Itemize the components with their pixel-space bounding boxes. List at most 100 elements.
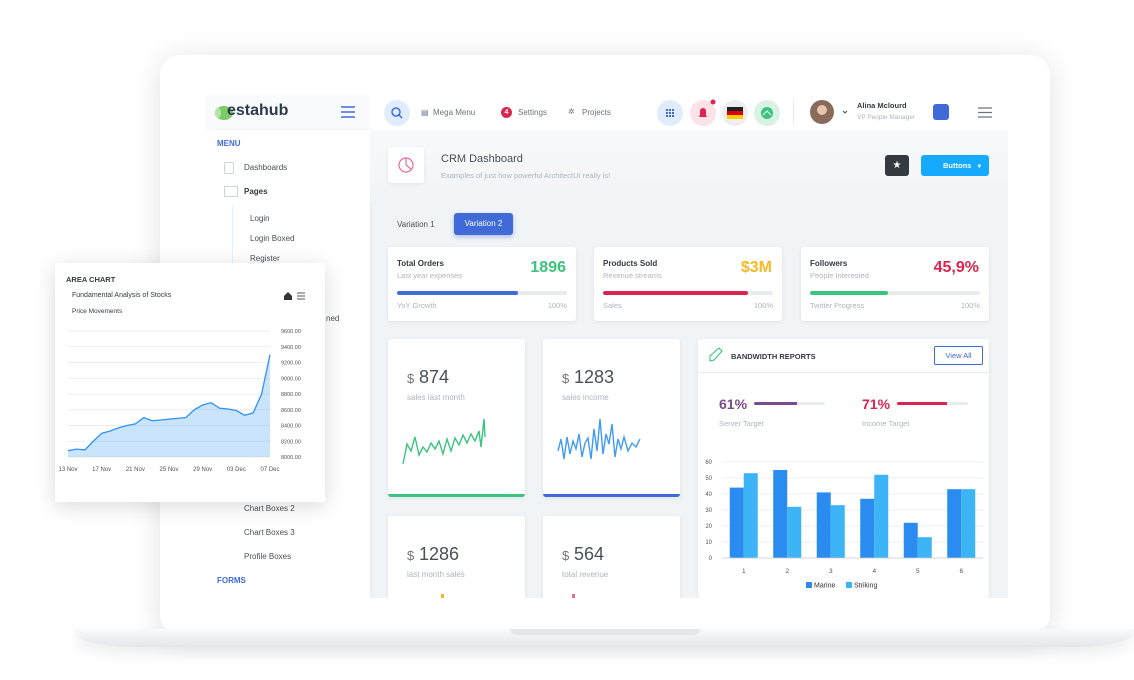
nav-subitem[interactable]: Login bbox=[250, 214, 270, 223]
projects[interactable]: Projects bbox=[582, 108, 611, 117]
tab-active[interactable]: Variation 2 bbox=[454, 213, 513, 235]
target-track bbox=[754, 402, 825, 405]
mini-card: $ 1283 sales income bbox=[543, 339, 680, 497]
nav-subitem[interactable]: Login Boxed bbox=[250, 234, 295, 243]
progress-fill bbox=[810, 291, 889, 295]
tab[interactable]: Variation 1 bbox=[397, 220, 435, 229]
nav-subitem[interactable]: ned bbox=[326, 314, 340, 323]
nav-item[interactable]: Chart Boxes 3 bbox=[244, 528, 295, 537]
x-tick-label: 29 Nov bbox=[193, 467, 212, 473]
mini-card: $ 1286 last month sales bbox=[388, 516, 525, 598]
bar bbox=[816, 492, 831, 558]
sparkline bbox=[572, 594, 575, 598]
logo-mark bbox=[215, 106, 233, 120]
buttons-dropdown[interactable]: Buttons ▼ bbox=[921, 155, 989, 176]
search-button[interactable] bbox=[383, 99, 411, 127]
bar bbox=[729, 487, 744, 558]
page-title: CRM Dashboard bbox=[441, 153, 523, 165]
bar-chart: 0 10 20 30 40 50 60 1 2 3 4 5 6 Marine Striking bbox=[705, 460, 983, 590]
card-title: BANDWIDTH REPORTS bbox=[731, 352, 816, 361]
y-tick-label: 9200.00 bbox=[281, 361, 301, 367]
x-tick-label: 07 Dec bbox=[260, 467, 279, 473]
y-tick-label: 8600.00 bbox=[281, 408, 301, 414]
divider bbox=[698, 372, 989, 373]
stat-subtitle: Last year expenses bbox=[397, 271, 463, 280]
bar bbox=[903, 522, 918, 558]
chart-toolbar[interactable] bbox=[283, 291, 307, 301]
stat-value: 45,9% bbox=[933, 259, 979, 276]
nav-item[interactable]: Chart Boxes 2 bbox=[244, 504, 295, 513]
projects-icon: ✲ bbox=[568, 107, 575, 116]
nav-subitem[interactable]: Register bbox=[250, 254, 280, 263]
settings[interactable]: Settings bbox=[518, 108, 547, 117]
x-tick-label: 4 bbox=[872, 568, 876, 575]
bar bbox=[947, 489, 962, 558]
currency: $ bbox=[562, 548, 570, 563]
logo: estahub bbox=[227, 102, 289, 119]
y-tick-label: 8400.00 bbox=[281, 424, 301, 430]
menu-toggle[interactable] bbox=[341, 106, 355, 118]
mega-menu[interactable]: Mega Menu bbox=[433, 108, 476, 117]
y-tick-label: 9400.00 bbox=[281, 345, 301, 351]
laptop-notch bbox=[510, 629, 700, 635]
nav-item[interactable]: Profile Boxes bbox=[244, 552, 292, 561]
bar bbox=[961, 489, 976, 558]
y-tick-label: 8200.00 bbox=[281, 439, 301, 445]
screen: estahub ▤ Mega Menu 4 Settings ✲ Project… bbox=[205, 95, 1008, 598]
currency: $ bbox=[407, 548, 415, 563]
progress-label: Sales bbox=[603, 301, 622, 310]
bar bbox=[830, 505, 845, 558]
stat-card: Followers People Interested 45,9% Twitter P… bbox=[801, 247, 989, 321]
progress-max: 100% bbox=[960, 301, 980, 310]
currency: $ bbox=[562, 371, 570, 386]
icon bbox=[224, 186, 238, 197]
mini-value: 874 bbox=[419, 367, 450, 387]
mini-label: total revenue bbox=[562, 570, 609, 579]
chart-subtitle: Price Movements bbox=[72, 308, 123, 315]
mini-label: last month sales bbox=[407, 570, 465, 579]
settings-badge: 4 bbox=[501, 107, 512, 118]
user-avatar[interactable] bbox=[809, 99, 849, 127]
submenu-line bbox=[232, 205, 233, 267]
page-icon bbox=[388, 147, 424, 183]
y-tick-label: 40 bbox=[705, 492, 712, 498]
x-tick-label: 3 bbox=[829, 568, 833, 575]
stat-card: Total Orders Last year expenses 1896 YoY Gr… bbox=[388, 247, 576, 321]
y-tick-label: 10 bbox=[705, 540, 712, 546]
star-button[interactable]: ★ bbox=[885, 155, 909, 176]
stat-value: 1896 bbox=[530, 259, 566, 276]
y-tick-label: 30 bbox=[705, 508, 712, 514]
x-tick-label: 6 bbox=[959, 568, 963, 575]
y-tick-label: 60 bbox=[705, 460, 712, 466]
bandwidth-card: BANDWIDTH REPORTS View All 61% Server Tar… bbox=[698, 339, 989, 598]
area-chart: 8000.00 8200.00 8400.00 8600.00 8800.00 9000.… bbox=[58, 329, 301, 473]
progress-track bbox=[397, 291, 567, 295]
header-menu[interactable] bbox=[978, 107, 992, 118]
nav-item[interactable]: Dashboards bbox=[244, 163, 288, 172]
laptop-base bbox=[75, 629, 1134, 647]
bar bbox=[917, 537, 932, 558]
header-icons[interactable] bbox=[655, 98, 785, 128]
stat-card: Products Sold Revenue streams $3M Sales 100% bbox=[594, 247, 782, 321]
area bbox=[68, 354, 270, 457]
x-tick-label: 5 bbox=[916, 568, 920, 575]
x-tick-label: 03 Dec bbox=[227, 467, 246, 473]
legend-swatch bbox=[846, 582, 852, 588]
y-tick-label: 0 bbox=[709, 556, 713, 562]
target-label: Server Target bbox=[719, 419, 764, 428]
calendar-button[interactable] bbox=[933, 104, 949, 120]
sparkline bbox=[402, 418, 486, 465]
progress-track bbox=[603, 291, 773, 295]
progress-label: Twitter Progress bbox=[810, 301, 865, 310]
nav-item[interactable]: Pages bbox=[244, 187, 268, 196]
stat-title: Followers bbox=[810, 259, 848, 268]
currency: $ bbox=[407, 371, 415, 386]
progress-label: YoY Growth bbox=[397, 301, 437, 310]
user-role: VP People Manager bbox=[857, 114, 916, 121]
mini-value: 1286 bbox=[419, 544, 460, 564]
progress-fill bbox=[397, 291, 518, 295]
legend-label: Striking bbox=[854, 583, 877, 590]
view-all-button[interactable]: View All bbox=[934, 346, 983, 365]
y-tick-label: 8800.00 bbox=[281, 392, 301, 398]
